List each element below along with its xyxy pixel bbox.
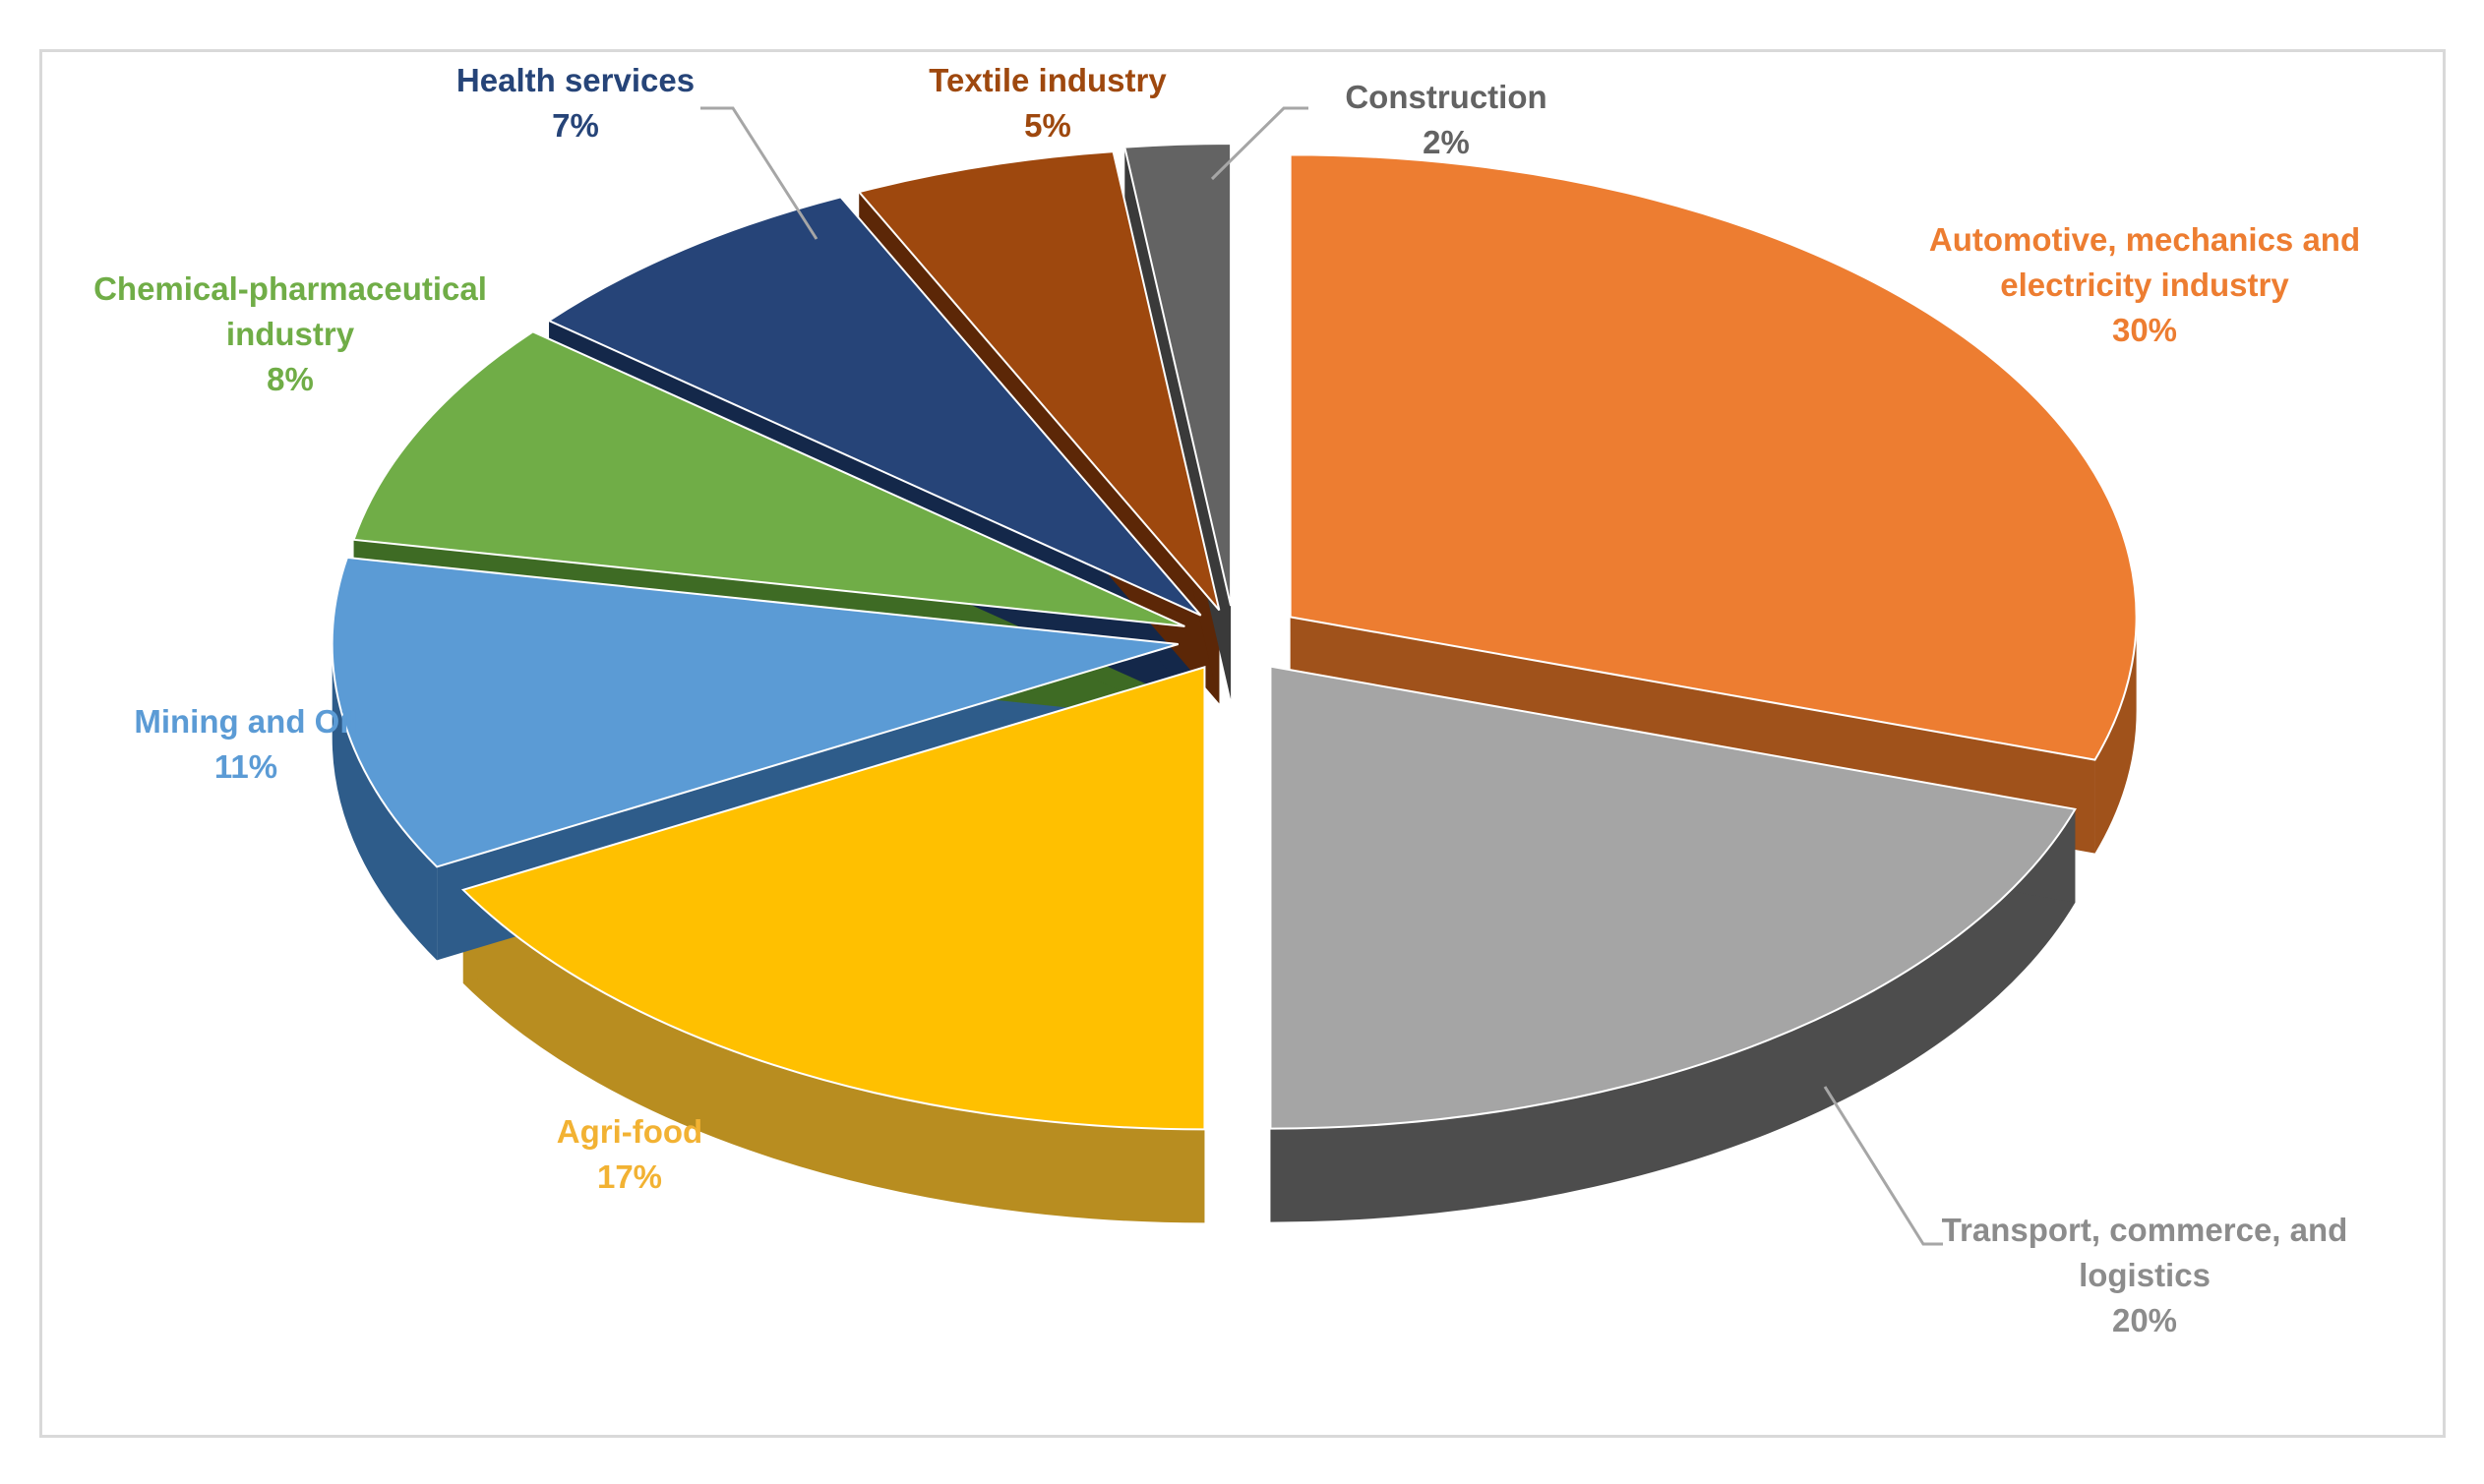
data-label-percent: 2% bbox=[1423, 124, 1470, 160]
pie-slice-agri-food bbox=[460, 666, 1206, 1131]
data-labels: Automotive, mechanics and electricity ind… bbox=[93, 62, 2360, 1338]
pie-slice-construction bbox=[1123, 142, 1233, 607]
data-label-percent: 11% bbox=[214, 748, 277, 785]
pie-slice-chemical-pharmaceutical-industry bbox=[352, 330, 1185, 627]
data-label-text: electricity industry bbox=[2000, 267, 2289, 303]
data-label-percent: 7% bbox=[552, 107, 599, 144]
data-label: Health services 7% bbox=[456, 62, 695, 144]
pie-tops bbox=[331, 142, 2138, 1131]
pie-slice-transport-commerce-and-logistics bbox=[1269, 665, 2077, 1130]
data-label: Mining and Oil 11% bbox=[134, 703, 357, 785]
data-label-text: Construction bbox=[1345, 79, 1546, 115]
pie-side-wall bbox=[2094, 617, 2137, 854]
data-label-text: industry bbox=[226, 316, 355, 352]
pie-slice-mining-and-oil bbox=[331, 556, 1179, 868]
pie-side-wall bbox=[1270, 808, 2076, 1222]
leader-line bbox=[1210, 106, 1308, 181]
data-label-text: Textile industry bbox=[929, 62, 1167, 98]
data-label-text: Transport, commerce, and bbox=[1942, 1212, 2348, 1248]
data-label-text: Mining and Oil bbox=[134, 703, 357, 740]
data-label: Textile industry 5% bbox=[929, 62, 1167, 144]
pie-slice-health-services bbox=[546, 196, 1202, 617]
leader-line bbox=[700, 106, 818, 240]
data-label: Automotive, mechanics and electricity ind… bbox=[1929, 221, 2360, 348]
data-label-percent: 30% bbox=[2112, 312, 2177, 348]
data-label-text: logistics bbox=[2079, 1257, 2211, 1293]
data-label: Agri-food 17% bbox=[557, 1113, 702, 1195]
data-label-text: Automotive, mechanics and bbox=[1929, 221, 2360, 258]
pie-slice-textile-industry bbox=[857, 150, 1221, 612]
data-label-percent: 17% bbox=[597, 1158, 662, 1195]
data-label: Chemical-pharmaceutical industry 8% bbox=[93, 270, 487, 397]
data-label-percent: 8% bbox=[267, 361, 314, 397]
data-label-percent: 20% bbox=[2112, 1302, 2177, 1338]
pie-side-wall bbox=[462, 889, 1205, 1223]
data-label: Construction 2% bbox=[1345, 79, 1546, 160]
pie-slice-automotive-mechanics-and-electricity-industry bbox=[1289, 153, 2138, 761]
data-label-text: Health services bbox=[456, 62, 695, 98]
data-label-percent: 5% bbox=[1024, 107, 1071, 144]
pie-side-wall bbox=[332, 643, 438, 961]
leader-line bbox=[1823, 1086, 1943, 1246]
data-label-text: Chemical-pharmaceutical bbox=[93, 270, 487, 307]
data-label-text: Agri-food bbox=[557, 1113, 702, 1150]
data-label: Transport, commerce, and logistics 20% bbox=[1942, 1212, 2348, 1338]
